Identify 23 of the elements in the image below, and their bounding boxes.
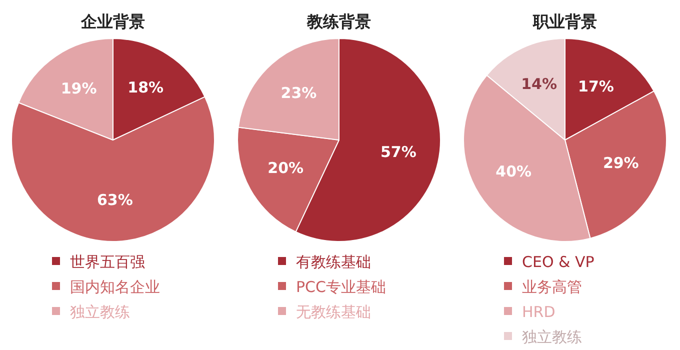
chart-title: 企业背景 <box>80 12 146 33</box>
legend-label: 世界五百强 <box>69 252 146 273</box>
chart-title: 教练背景 <box>306 12 372 33</box>
data-label: 23% <box>280 84 317 102</box>
legend-label: CEO & VP <box>521 252 596 273</box>
data-label: 20% <box>268 159 304 178</box>
legend-label: HRD <box>521 302 556 323</box>
data-label: 17% <box>578 77 614 96</box>
data-label: 40% <box>496 162 532 181</box>
legend-label: 独立教练 <box>69 302 131 323</box>
legend-label: 无教练基础 <box>295 302 372 323</box>
data-label: 14% <box>521 74 558 93</box>
legend-label: 有教练基础 <box>295 252 372 273</box>
legend-label: 业务高管 <box>521 277 583 298</box>
data-label: 19% <box>60 80 97 98</box>
data-label: 57% <box>380 143 416 162</box>
legend-label: 国内知名企业 <box>69 277 161 298</box>
chart-title: 职业背景 <box>532 12 598 33</box>
legend-label: PCC专业基础 <box>295 277 387 298</box>
data-label: 29% <box>602 154 639 172</box>
legend-label: 独立教练 <box>521 327 583 348</box>
data-label: 63% <box>96 190 133 209</box>
data-label: 18% <box>128 78 164 96</box>
